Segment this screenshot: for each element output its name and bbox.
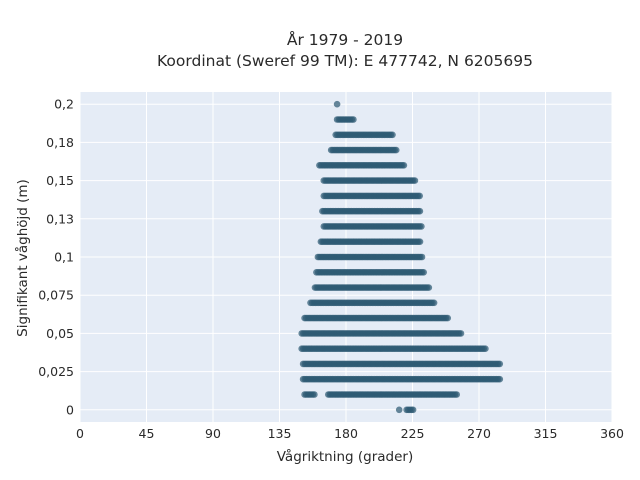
y-tick-label: 0,15: [46, 173, 74, 188]
x-axis-label: Vågriktning (grader): [277, 448, 414, 465]
data-point: [411, 177, 419, 184]
x-tick-label: 270: [467, 426, 491, 441]
data-point: [420, 269, 428, 276]
data-point: [496, 375, 504, 383]
data-point: [430, 299, 438, 307]
data-point: [392, 146, 400, 154]
data-point: [409, 406, 417, 414]
data-point: [333, 100, 341, 108]
y-tick-label: 0,05: [46, 326, 74, 341]
data-point: [418, 223, 425, 230]
y-tick-label: 0: [66, 402, 74, 417]
data-point: [457, 330, 465, 337]
x-tick-label: 180: [334, 426, 358, 441]
data-point: [350, 116, 357, 123]
data-point: [425, 284, 433, 291]
x-tick-labels: 0 45 90 135 180 225 270 315 360: [76, 426, 624, 441]
x-tick-label: 315: [534, 426, 558, 441]
x-tick-label: 135: [268, 426, 292, 441]
x-tick-label: 90: [205, 426, 221, 441]
data-point: [416, 207, 424, 215]
chart-subtitle: Koordinat (Sweref 99 TM): E 477742, N 62…: [157, 52, 533, 70]
data-point: [496, 360, 504, 368]
data-point: [482, 345, 489, 353]
data-point: [418, 253, 426, 261]
y-axis-label: Signifikant våghöjd (m): [14, 179, 31, 337]
y-tick-label: 0,1: [54, 250, 74, 265]
y-tick-label: 0,13: [46, 211, 74, 226]
data-point: [444, 314, 452, 322]
data-point: [453, 391, 461, 398]
data-point: [416, 192, 424, 200]
x-tick-label: 225: [401, 426, 425, 441]
data-point: [389, 131, 396, 139]
x-tick-label: 45: [139, 426, 155, 441]
data-points: [298, 100, 504, 414]
y-tick-label: 0,18: [46, 135, 74, 150]
data-point: [400, 162, 408, 169]
data-point: [416, 238, 424, 245]
y-tick-label: 0,025: [38, 364, 74, 379]
x-tick-label: 0: [76, 426, 84, 441]
x-tick-label: 360: [600, 426, 624, 441]
data-point: [395, 406, 403, 414]
y-tick-label: 0,075: [38, 288, 74, 303]
y-tick-labels: 0 0,025 0,05 0,075 0,1 0,13 0,15 0,18 0,2: [38, 97, 74, 418]
chart-title: År 1979 - 2019: [287, 30, 403, 49]
y-tick-label: 0,2: [54, 97, 74, 112]
data-point: [311, 391, 318, 398]
